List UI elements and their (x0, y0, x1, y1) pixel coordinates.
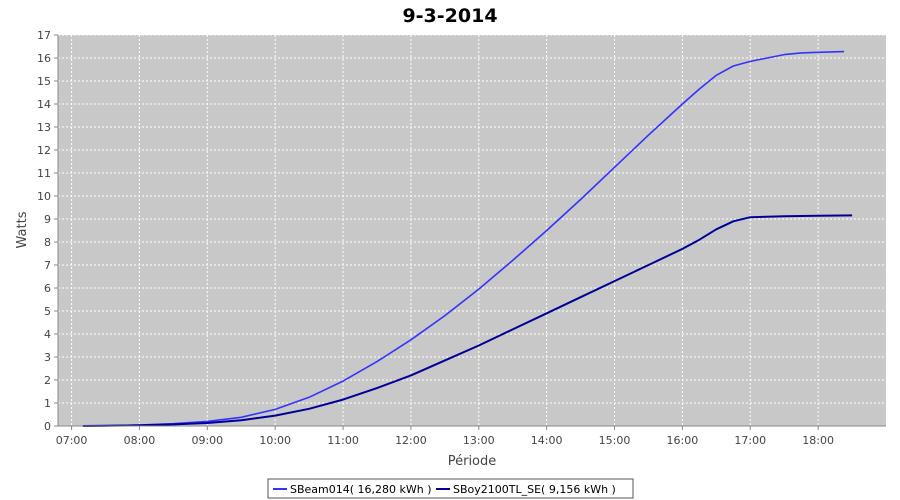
y-tick-label: 11 (37, 167, 51, 180)
y-tick-label: 3 (44, 351, 51, 364)
x-tick-label: 07:00 (56, 434, 88, 447)
y-tick-label: 5 (44, 305, 51, 318)
legend-box (267, 478, 634, 499)
x-tick-label: 12:00 (395, 434, 427, 447)
series-line-2 (82, 214, 853, 427)
y-tick-label: 15 (37, 75, 51, 88)
y-tick-label: 6 (44, 282, 51, 295)
x-tick-label: 18:00 (802, 434, 834, 447)
x-tick-label: 08:00 (124, 434, 156, 447)
x-tick-label: 16:00 (667, 434, 699, 447)
y-tick-label: 0 (44, 420, 51, 433)
plot-area (58, 35, 886, 426)
y-tick-label: 10 (37, 190, 51, 203)
x-tick-label: 09:00 (191, 434, 223, 447)
legend-label-1: SBeam014( 16,280 kWh ) (290, 483, 432, 496)
y-tick-label: 2 (44, 374, 51, 387)
y-tick-label: 13 (37, 121, 51, 134)
y-tick-label: 7 (44, 259, 51, 272)
y-tick-label: 4 (44, 328, 51, 341)
x-tick-label: 14:00 (531, 434, 563, 447)
y-tick-label: 9 (44, 213, 51, 226)
x-tick-label: 17:00 (734, 434, 766, 447)
x-axis-label: Période (448, 454, 497, 469)
series-line-1 (82, 50, 845, 427)
legend-label-2: SBoy2100TL_SE( 9,156 kWh ) (453, 483, 616, 496)
y-tick-label: 16 (37, 52, 51, 65)
y-tick-label: 14 (37, 98, 51, 111)
y-tick-label: 8 (44, 236, 51, 249)
y-tick-label: 17 (37, 29, 51, 42)
x-tick-label: 15:00 (599, 434, 631, 447)
x-tick-label: 13:00 (463, 434, 495, 447)
x-tick-label: 10:00 (259, 434, 291, 447)
y-tick-label: 1 (44, 397, 51, 410)
series-lines (82, 50, 853, 427)
grid (58, 34, 886, 426)
y-tick-label: 12 (37, 144, 51, 157)
x-tick-label: 11:00 (327, 434, 359, 447)
legend: SBeam014( 16,280 kWh ) SBoy2100TL_SE( 9,1… (267, 478, 634, 499)
y-axis-label: Watts (15, 211, 30, 248)
x-ticks: 07:00 08:00 09:00 10:00 11:00 12:00 13:00 14:00… (56, 426, 834, 447)
chart-title: 9-3-2014 (402, 5, 497, 27)
